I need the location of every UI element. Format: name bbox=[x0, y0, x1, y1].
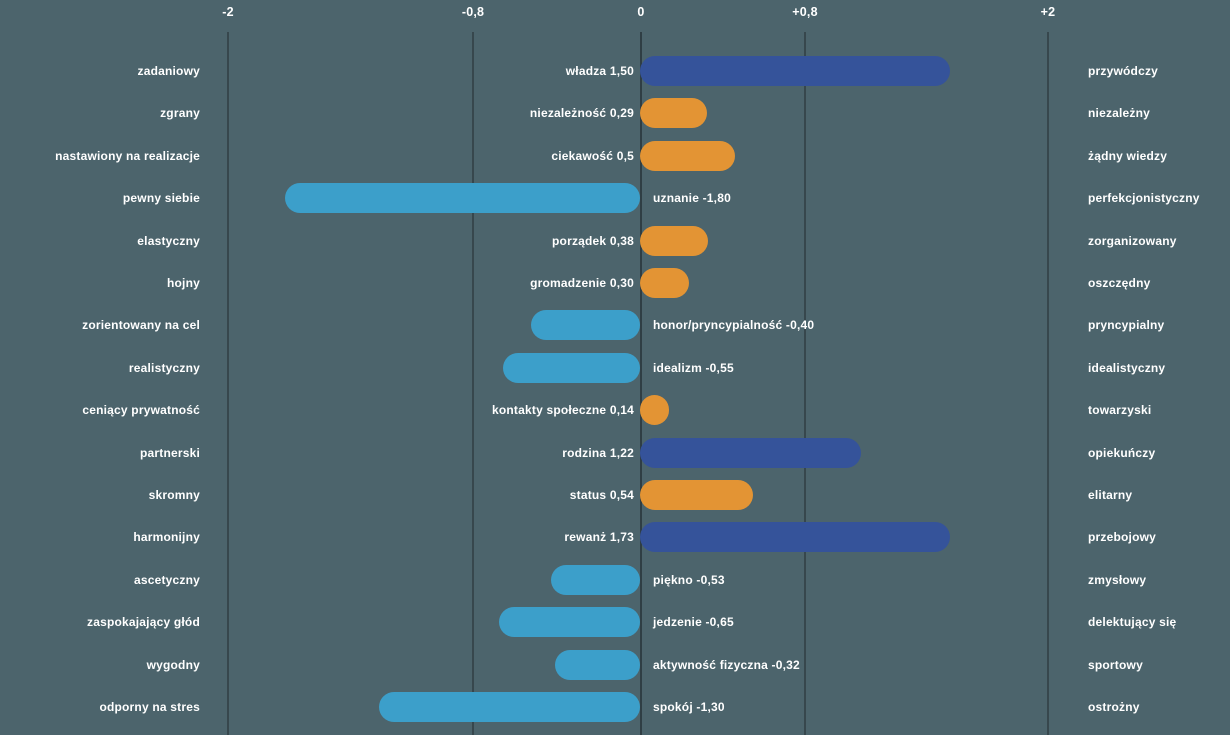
row-value-label: piękno -0,53 bbox=[653, 572, 725, 587]
row-left-label: skromny bbox=[148, 488, 200, 502]
row-value-label: idealizm -0,55 bbox=[653, 360, 734, 375]
row-right-label: towarzyski bbox=[1088, 403, 1152, 418]
chart-row[interactable]: zaspokajający głód jedzenie -0,65 delektuj… bbox=[0, 601, 1230, 643]
axis-tick-label: 0 bbox=[637, 5, 645, 19]
row-left-label: elastyczny bbox=[137, 233, 200, 248]
row-right-label: perfekcjonistyczny bbox=[1088, 191, 1200, 206]
value-bar[interactable] bbox=[551, 564, 640, 595]
chart-row[interactable]: odporny na stres spokój -1,30 ostrożny bbox=[0, 686, 1230, 728]
value-bar[interactable] bbox=[555, 649, 640, 680]
chart-row[interactable]: wygodny aktywność fizyczna -0,32 sportowy bbox=[0, 644, 1230, 686]
value-bar[interactable] bbox=[379, 692, 640, 722]
row-right-label: niezależny bbox=[1088, 106, 1151, 121]
chart-row[interactable]: partnerski rodzina 1,22 opiekuńczy bbox=[0, 432, 1230, 474]
row-left-label: pewny siebie bbox=[122, 191, 200, 206]
row-right-label: delektujący się bbox=[1088, 615, 1177, 630]
chart-row[interactable]: zadaniowy władza 1,50 przywódczy bbox=[0, 50, 1230, 92]
row-right-label: zorganizowany bbox=[1088, 233, 1177, 248]
row-value-label: jedzenie -0,65 bbox=[653, 615, 734, 630]
value-bar[interactable] bbox=[503, 352, 640, 383]
value-bar[interactable] bbox=[640, 437, 861, 468]
chart-row[interactable]: harmonijny rewanż 1,73 przebojowy bbox=[0, 516, 1230, 558]
row-value-label: uznanie -1,80 bbox=[653, 191, 731, 206]
row-value-label: rewanż 1,73 bbox=[564, 530, 634, 545]
row-value-label: rodzina 1,22 bbox=[562, 445, 634, 460]
value-bar[interactable] bbox=[640, 395, 669, 426]
row-left-label: odporny na stres bbox=[99, 700, 200, 714]
value-bar[interactable] bbox=[499, 607, 640, 638]
row-value-label: spokój -1,30 bbox=[653, 700, 725, 714]
value-bar[interactable] bbox=[640, 480, 753, 510]
value-bar[interactable] bbox=[285, 183, 640, 214]
row-left-label: partnerski bbox=[139, 445, 200, 460]
value-bar[interactable] bbox=[640, 268, 689, 298]
value-bar[interactable] bbox=[531, 310, 640, 341]
row-left-label: harmonijny bbox=[133, 530, 200, 545]
chart-row[interactable]: zgrany niezależność 0,29 niezależny bbox=[0, 92, 1230, 134]
chart-row[interactable]: nastawiony na realizacje ciekawość 0,5 żąd… bbox=[0, 135, 1230, 177]
chart-row[interactable]: ceniący prywatność kontakty społeczne 0,1… bbox=[0, 389, 1230, 431]
gridline-2 bbox=[1047, 32, 1049, 735]
row-value-label: gromadzenie 0,30 bbox=[530, 276, 634, 290]
chart-row[interactable]: skromny status 0,54 elitarny bbox=[0, 474, 1230, 516]
chart-row[interactable]: realistyczny idealizm -0,55 idealistyczny bbox=[0, 347, 1230, 389]
axis-tick-label: -0,8 bbox=[461, 5, 485, 19]
chart-row[interactable]: elastyczny porządek 0,38 zorganizowany bbox=[0, 220, 1230, 262]
chart-row[interactable]: pewny siebie uznanie -1,80 perfekcjonistyc… bbox=[0, 177, 1230, 219]
axis-tick-label: +2 bbox=[1040, 5, 1056, 19]
row-value-label: niezależność 0,29 bbox=[529, 106, 634, 121]
row-value-label: honor/pryncypialność -0,40 bbox=[653, 318, 815, 333]
chart-row[interactable]: zorientowany na cel honor/pryncypialność … bbox=[0, 304, 1230, 346]
row-left-label: zadaniowy bbox=[137, 64, 200, 78]
value-bar[interactable] bbox=[640, 522, 950, 553]
row-value-label: ciekawość 0,5 bbox=[551, 148, 634, 163]
gridline-neg08 bbox=[472, 32, 474, 735]
row-right-label: oszczędny bbox=[1088, 276, 1151, 290]
axis-tick-label: +0,8 bbox=[792, 5, 818, 19]
row-left-label: zgrany bbox=[160, 106, 200, 121]
value-bar[interactable] bbox=[640, 140, 735, 171]
row-left-label: hojny bbox=[167, 276, 200, 290]
row-right-label: idealistyczny bbox=[1088, 360, 1166, 375]
row-value-label: władza 1,50 bbox=[565, 64, 634, 78]
value-bar[interactable] bbox=[640, 98, 707, 129]
row-right-label: elitarny bbox=[1088, 488, 1133, 502]
row-left-label: nastawiony na realizacje bbox=[55, 148, 200, 163]
chart-row[interactable]: ascetyczny piękno -0,53 zmysłowy bbox=[0, 559, 1230, 601]
row-value-label: status 0,54 bbox=[569, 488, 634, 502]
row-left-label: ascetyczny bbox=[133, 572, 200, 587]
row-right-label: żądny wiedzy bbox=[1088, 148, 1168, 163]
row-left-label: zorientowany na cel bbox=[82, 318, 200, 333]
value-bar[interactable] bbox=[640, 225, 708, 256]
row-left-label: ceniący prywatność bbox=[82, 403, 200, 418]
row-value-label: porządek 0,38 bbox=[552, 233, 634, 248]
row-right-label: pryncypialny bbox=[1088, 318, 1165, 333]
row-right-label: sportowy bbox=[1088, 657, 1143, 672]
row-left-label: zaspokajający głód bbox=[87, 615, 200, 630]
value-bar[interactable] bbox=[640, 56, 950, 86]
row-right-label: ostrożny bbox=[1088, 700, 1140, 714]
gridline-neg2 bbox=[227, 32, 229, 735]
gridline-0 bbox=[640, 32, 642, 735]
axis-tick-label: -2 bbox=[222, 5, 234, 19]
row-value-label: kontakty społeczne 0,14 bbox=[492, 403, 634, 418]
row-right-label: przywódczy bbox=[1088, 64, 1159, 78]
row-right-label: opiekuńczy bbox=[1088, 445, 1156, 460]
row-left-label: wygodny bbox=[146, 657, 200, 672]
chart-row[interactable]: hojny gromadzenie 0,30 oszczędny bbox=[0, 262, 1230, 304]
row-value-label: aktywność fizyczna -0,32 bbox=[653, 657, 800, 672]
row-left-label: realistyczny bbox=[128, 360, 200, 375]
gridline-08 bbox=[804, 32, 806, 735]
row-right-label: przebojowy bbox=[1088, 530, 1157, 545]
row-right-label: zmysłowy bbox=[1088, 572, 1147, 587]
